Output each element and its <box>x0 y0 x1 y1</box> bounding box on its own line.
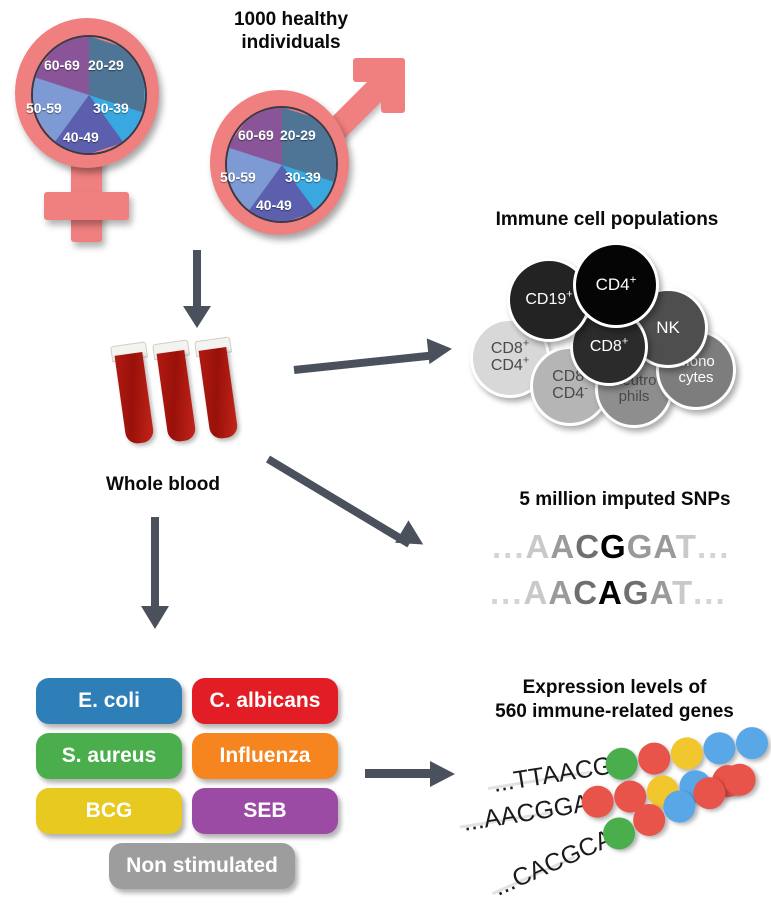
snp-suffix: ... <box>693 574 727 611</box>
snp-variant: A <box>598 574 623 611</box>
expression-strands: ...TTAACGG ...AACGGAT ...CACGCAA <box>450 724 771 910</box>
arrow-head <box>430 761 455 787</box>
cell-label-line2: CD4+ <box>490 354 530 374</box>
snp-prefix: ... <box>492 528 526 565</box>
arrow-shaft <box>365 769 438 778</box>
arrow-shaft <box>193 250 201 310</box>
venus-symbol: 20-29 30-39 40-49 50-59 60-69 <box>8 14 178 244</box>
cell-label: CD4+ <box>595 274 637 295</box>
mars-label-20-29: 20-29 <box>280 127 316 143</box>
whole-blood-label: Whole blood <box>106 474 220 495</box>
snp-before-b: A <box>548 574 574 611</box>
stimulus-e-coli[interactable]: E. coli <box>36 678 182 724</box>
arrow-shaft <box>293 351 434 374</box>
mars-label-30-39: 30-39 <box>285 169 321 185</box>
cell-label: CD19+ <box>525 288 573 308</box>
venus-crossbar <box>44 192 129 220</box>
cohort-heading-line1: 1000 healthy <box>233 9 349 30</box>
snp-before-a: A <box>525 528 551 565</box>
blood-tube <box>194 336 242 443</box>
mars-symbol: 20-29 30-39 40-49 50-59 60-69 <box>205 58 405 243</box>
tube-blood <box>156 349 197 443</box>
venus-label-60-69: 60-69 <box>44 57 80 73</box>
cell-label: NK <box>656 318 680 338</box>
snp-after-a: G <box>626 528 654 565</box>
snp-after-b: A <box>653 528 676 565</box>
stimulus-non-stimulated[interactable]: Non stimulated <box>109 843 295 889</box>
cell-label-line1: CD8+ <box>490 338 530 358</box>
arrow-head <box>395 520 430 556</box>
stimulus-influenza[interactable]: Influenza <box>192 733 338 779</box>
cell-label-line2: phils <box>618 388 650 405</box>
mars-label-60-69: 60-69 <box>238 127 274 143</box>
cell-label-line2: CD4- <box>552 382 588 402</box>
arrow-head <box>183 306 211 328</box>
blood-tube <box>152 339 200 446</box>
venus-age-pie <box>31 35 147 155</box>
snp-row: ...AACAGAT... <box>490 574 727 612</box>
stimulus-c-albicans[interactable]: C. albicans <box>192 678 338 724</box>
blood-tube <box>110 341 158 448</box>
snp-prefix: ... <box>490 574 524 611</box>
cohort-heading: 1000 healthy individuals <box>176 8 406 54</box>
venus-label-20-29: 20-29 <box>88 57 124 73</box>
expression-heading-line2: 560 immune-related genes <box>495 701 734 722</box>
snp-sequences: ...AACGGAT... ...AACAGAT... <box>490 528 750 618</box>
tube-blood <box>114 351 155 445</box>
blood-tubes <box>108 336 239 450</box>
snp-variant: G <box>600 528 627 565</box>
snp-before-b: A <box>550 528 576 565</box>
snp-row: ...AACGGAT... <box>492 528 730 566</box>
arrow-head <box>426 335 454 365</box>
arrow-head <box>141 606 169 629</box>
snp-before-a: A <box>523 574 549 611</box>
mars-arrow-head-side <box>381 58 405 113</box>
venus-label-30-39: 30-39 <box>93 100 129 116</box>
cohort-heading-line2: individuals <box>241 32 341 53</box>
snp-after-b: A <box>649 574 672 611</box>
stimulus-bcg[interactable]: BCG <box>36 788 182 834</box>
venus-label-50-59: 50-59 <box>26 100 62 116</box>
snp-suffix: ... <box>696 528 731 565</box>
stimuli-grid: E. coli C. albicans S. aureus Influenza … <box>36 678 338 890</box>
arrow-shaft <box>265 455 412 548</box>
snp-after-c: T <box>675 528 697 565</box>
snp-before-c: C <box>575 528 601 565</box>
immune-cell-cluster: CD8+ CD4+ CD8- CD4- Neutro phils Mono cy… <box>460 240 760 428</box>
snp-after-a: G <box>622 574 650 611</box>
stimulus-s-aureus[interactable]: S. aureus <box>36 733 182 779</box>
cell-label-line2: cytes <box>678 369 714 386</box>
snp-after-c: T <box>671 574 694 611</box>
arrow-shaft <box>151 517 159 611</box>
tube-blood <box>198 346 239 440</box>
expression-heading-line1: Expression levels of <box>522 677 707 698</box>
stimulus-seb[interactable]: SEB <box>192 788 338 834</box>
snp-before-c: C <box>573 574 599 611</box>
expression-heading: Expression levels of 560 immune-related … <box>462 676 767 724</box>
immune-cell-cd4p: CD4+ <box>573 242 659 328</box>
cell-label: CD8+ <box>589 335 629 355</box>
immune-heading: Immune cell populations <box>495 209 719 230</box>
mars-label-40-49: 40-49 <box>256 197 292 213</box>
mars-age-pie <box>225 106 338 223</box>
venus-label-40-49: 40-49 <box>63 129 99 145</box>
mars-label-50-59: 50-59 <box>220 169 256 185</box>
snps-heading: 5 million imputed SNPs <box>519 489 731 510</box>
